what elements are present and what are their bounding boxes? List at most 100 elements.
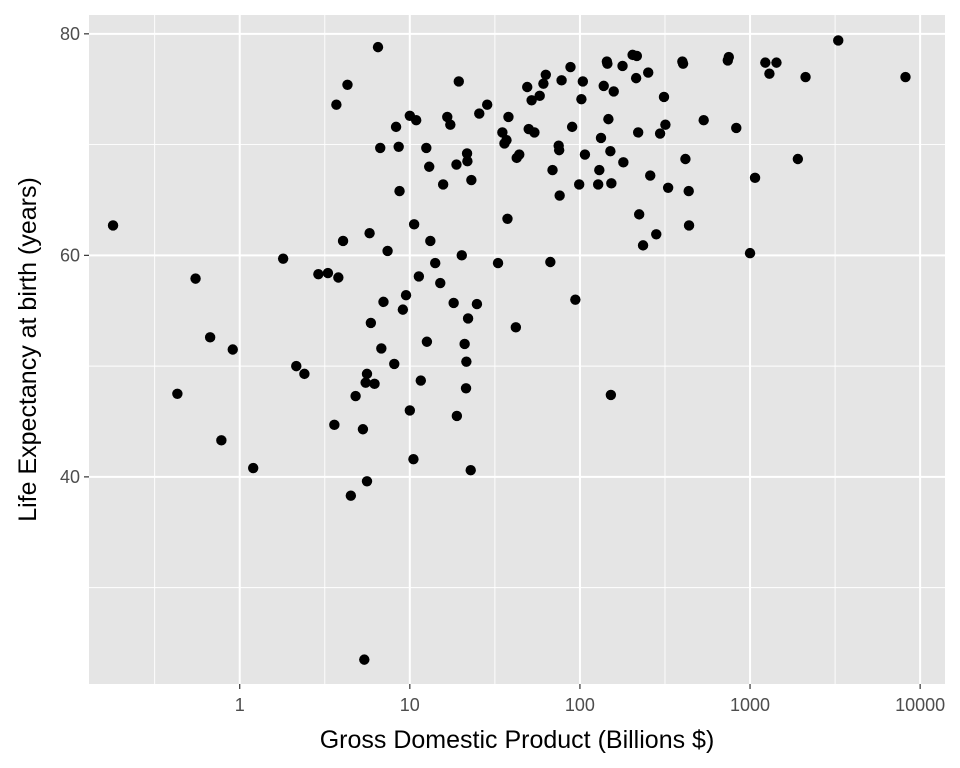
data-point bbox=[322, 267, 334, 279]
data-point bbox=[565, 61, 576, 73]
data-point bbox=[291, 360, 302, 372]
data-point bbox=[651, 229, 662, 240]
data-point bbox=[529, 127, 540, 138]
data-point bbox=[760, 57, 771, 68]
data-point bbox=[372, 41, 384, 53]
data-point bbox=[445, 119, 456, 130]
data-point bbox=[502, 213, 513, 225]
data-point bbox=[658, 91, 670, 103]
x-tick-label: 1 bbox=[235, 695, 245, 715]
data-point bbox=[566, 121, 578, 133]
x-tick-label: 100 bbox=[565, 695, 595, 715]
data-point bbox=[654, 128, 666, 139]
data-point bbox=[277, 253, 289, 264]
data-point bbox=[361, 476, 373, 487]
data-point bbox=[605, 389, 617, 401]
data-point bbox=[299, 368, 310, 380]
data-point bbox=[466, 174, 477, 186]
data-point bbox=[744, 247, 756, 259]
data-point bbox=[594, 164, 605, 176]
data-point bbox=[637, 240, 649, 251]
y-tick-label: 60 bbox=[60, 245, 80, 265]
data-point bbox=[451, 410, 463, 422]
x-axis-title: Gross Domestic Product (Billions $) bbox=[320, 726, 715, 754]
data-point bbox=[554, 190, 565, 201]
data-point bbox=[378, 296, 389, 308]
data-point bbox=[375, 142, 386, 154]
data-point bbox=[900, 71, 911, 83]
y-axis-title: Life Expectancy at birth (years) bbox=[14, 177, 42, 522]
data-point bbox=[408, 453, 419, 465]
data-point bbox=[247, 462, 259, 474]
major-gridlines bbox=[89, 15, 945, 684]
data-point bbox=[421, 336, 433, 347]
data-point bbox=[413, 271, 425, 282]
data-point bbox=[514, 149, 525, 160]
data-point bbox=[771, 57, 782, 68]
data-point bbox=[632, 127, 644, 138]
data-point bbox=[608, 86, 619, 97]
data-point bbox=[538, 78, 549, 89]
data-point bbox=[833, 35, 844, 46]
data-point bbox=[190, 273, 201, 284]
data-point bbox=[603, 113, 614, 125]
plot-panel bbox=[89, 15, 945, 684]
data-point bbox=[394, 185, 405, 197]
data-point bbox=[313, 268, 324, 280]
data-point bbox=[365, 317, 377, 329]
data-point bbox=[522, 81, 533, 93]
data-point bbox=[369, 378, 380, 390]
data-points bbox=[107, 35, 911, 665]
data-point bbox=[577, 76, 589, 87]
data-point bbox=[630, 72, 642, 84]
data-point bbox=[390, 121, 402, 133]
data-point bbox=[510, 322, 522, 333]
data-point bbox=[437, 179, 449, 190]
data-point bbox=[364, 228, 375, 239]
data-point bbox=[602, 58, 613, 69]
data-point bbox=[592, 179, 604, 190]
data-point bbox=[540, 69, 551, 81]
data-point bbox=[553, 144, 565, 156]
data-point bbox=[643, 67, 654, 78]
data-point bbox=[683, 220, 695, 231]
data-point bbox=[462, 313, 474, 324]
data-point bbox=[359, 654, 370, 665]
data-point bbox=[337, 235, 349, 247]
data-point bbox=[360, 377, 371, 388]
data-point bbox=[424, 161, 435, 172]
data-point bbox=[749, 172, 761, 184]
data-point bbox=[501, 134, 512, 146]
data-point bbox=[660, 119, 671, 130]
data-point bbox=[361, 368, 373, 380]
data-point bbox=[410, 115, 422, 126]
data-point bbox=[573, 179, 585, 190]
data-point bbox=[460, 383, 472, 394]
data-point bbox=[350, 390, 361, 402]
data-point bbox=[605, 146, 616, 157]
data-point bbox=[576, 93, 587, 105]
data-point bbox=[421, 142, 432, 154]
data-point bbox=[400, 290, 412, 301]
x-tick-label: 10000 bbox=[895, 695, 945, 715]
data-point bbox=[453, 76, 464, 87]
data-point bbox=[683, 185, 694, 197]
data-point bbox=[448, 297, 459, 309]
y-tick-label: 40 bbox=[60, 467, 80, 487]
data-point bbox=[471, 298, 483, 310]
data-point bbox=[172, 388, 183, 400]
data-point bbox=[451, 159, 462, 170]
x-tick-label: 10 bbox=[400, 695, 420, 715]
data-point bbox=[357, 424, 369, 435]
data-point bbox=[497, 127, 508, 138]
data-point bbox=[415, 375, 426, 386]
data-point bbox=[408, 219, 420, 230]
data-point bbox=[474, 108, 485, 119]
data-point bbox=[393, 141, 404, 153]
data-point bbox=[631, 50, 643, 62]
data-point bbox=[397, 304, 409, 315]
data-point bbox=[617, 60, 628, 72]
data-point bbox=[800, 71, 811, 83]
